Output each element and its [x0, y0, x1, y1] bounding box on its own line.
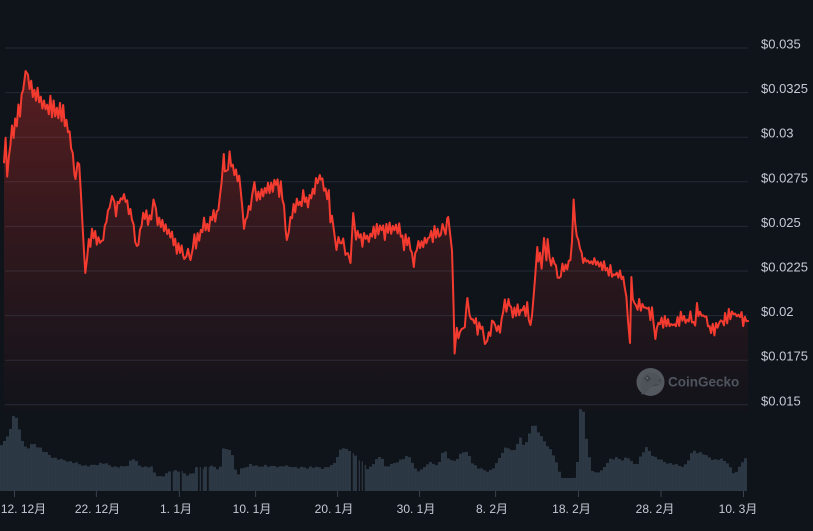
svg-text:12. 12月: 12. 12月 — [1, 502, 46, 516]
svg-text:10. 3月: 10. 3月 — [719, 502, 758, 516]
svg-text:$0.0175: $0.0175 — [761, 349, 808, 364]
svg-text:$0.025: $0.025 — [761, 215, 801, 230]
svg-text:$0.035: $0.035 — [761, 37, 801, 52]
svg-text:20. 1月: 20. 1月 — [315, 502, 354, 516]
svg-text:10. 1月: 10. 1月 — [233, 502, 272, 516]
svg-text:$0.0325: $0.0325 — [761, 81, 808, 96]
svg-text:$0.015: $0.015 — [761, 393, 801, 408]
svg-text:22. 12月: 22. 12月 — [75, 502, 120, 516]
svg-text:28. 2月: 28. 2月 — [636, 502, 675, 516]
svg-text:1. 1月: 1. 1月 — [160, 502, 192, 516]
svg-text:30. 1月: 30. 1月 — [397, 502, 436, 516]
svg-text:$0.0225: $0.0225 — [761, 260, 808, 275]
svg-text:CoinGecko: CoinGecko — [668, 375, 739, 390]
svg-text:18. 2月: 18. 2月 — [552, 502, 591, 516]
svg-text:$0.03: $0.03 — [761, 126, 794, 141]
svg-text:8. 2月: 8. 2月 — [476, 502, 508, 516]
svg-text:$0.0275: $0.0275 — [761, 170, 808, 185]
svg-text:$0.02: $0.02 — [761, 304, 794, 319]
